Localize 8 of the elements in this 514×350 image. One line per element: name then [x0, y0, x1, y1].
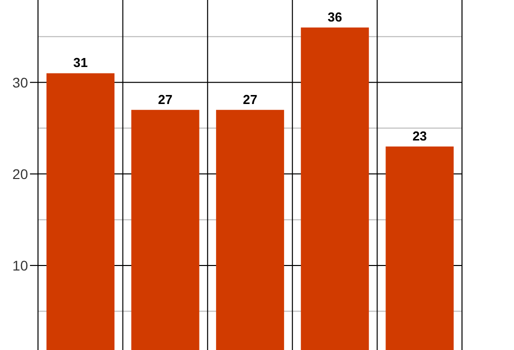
- y-tick-label: 20: [12, 166, 28, 182]
- y-tick-label: 30: [12, 74, 28, 90]
- data-label: 27: [242, 92, 258, 107]
- data-label: 36: [328, 9, 342, 24]
- data-label: 27: [158, 92, 173, 107]
- data-label: 31: [73, 55, 88, 70]
- data-label: 23: [412, 128, 427, 144]
- y-tick-label: 10: [12, 257, 28, 274]
